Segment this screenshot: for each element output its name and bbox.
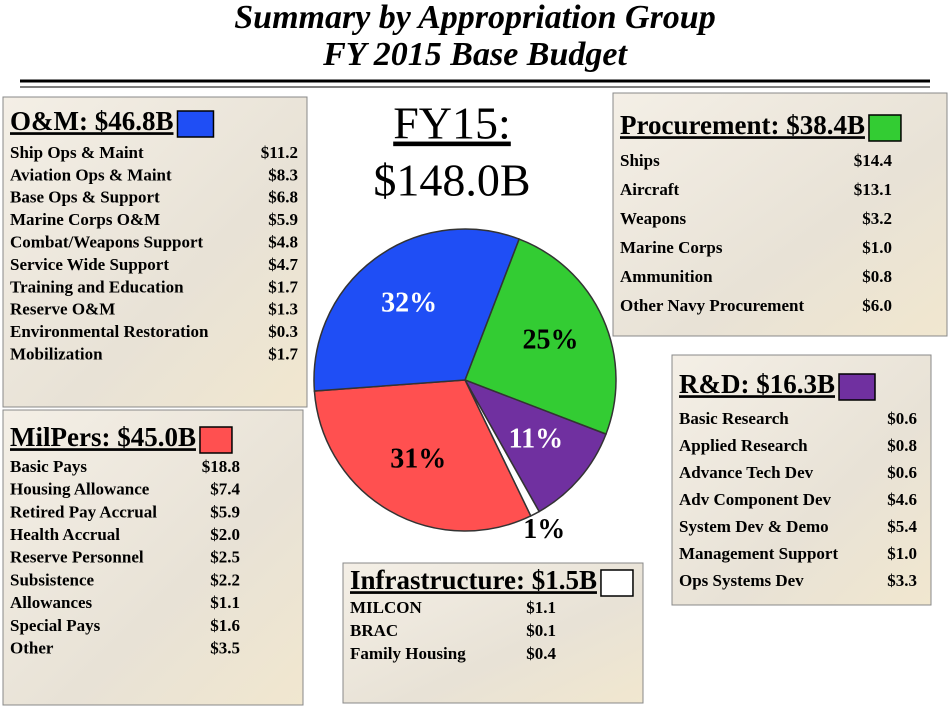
row-label: Basic Research: [679, 409, 789, 428]
swatch: [868, 114, 902, 142]
row-value: $4.6: [887, 490, 917, 509]
row-label: Reserve O&M: [10, 300, 115, 319]
row-value: $2.0: [210, 525, 240, 544]
row-label: Basic Pays: [10, 457, 87, 476]
row-label: Other: [10, 639, 54, 658]
slide-subtitle: FY 2015 Base Budget: [322, 36, 628, 73]
row-value: $1.0: [862, 238, 892, 257]
row-label: Ops Systems Dev: [679, 571, 804, 590]
panel: [342, 562, 644, 704]
swatch: [176, 110, 215, 138]
row-value: $18.8: [202, 457, 240, 476]
panel-title: Infrastructure: $1.5B: [350, 565, 597, 595]
swatch: [838, 373, 876, 401]
row-label: Reserve Personnel: [10, 548, 144, 567]
row-value: $7.4: [210, 480, 240, 499]
chart-title: FY15:: [393, 98, 511, 149]
pie-slice: [464, 238, 617, 436]
row-value: $1.1: [210, 593, 240, 612]
row-value: $4.7: [268, 255, 298, 274]
row-value: $1.6: [210, 616, 240, 635]
row-value: $0.8: [887, 436, 917, 455]
row-value: $0.3: [268, 322, 298, 341]
pie-slice: [313, 379, 532, 532]
swatch: [199, 426, 233, 454]
row-value: $2.5: [210, 548, 240, 567]
row-value: $1.1: [526, 598, 556, 617]
slice-label: 1%: [523, 514, 565, 545]
row-value: $2.2: [210, 570, 240, 589]
row-label: Health Accrual: [10, 525, 120, 544]
row-value: $14.4: [854, 151, 893, 170]
row-label: Marine Corps O&M: [10, 210, 160, 229]
panel-title: R&D: $16.3B: [679, 369, 835, 399]
row-label: Applied Research: [679, 436, 808, 455]
row-label: Marine Corps: [620, 238, 723, 257]
row-label: Mobilization: [10, 345, 103, 364]
row-value: $0.8: [862, 267, 892, 286]
slice-label: 31%: [390, 443, 446, 474]
row-value: $0.6: [887, 409, 917, 428]
row-value: $4.8: [268, 233, 298, 252]
row-value: $0.1: [526, 621, 556, 640]
pie-slice: [463, 378, 607, 513]
row-value: $5.9: [210, 502, 240, 521]
row-label: Retired Pay Accrual: [10, 502, 157, 521]
row-value: $0.4: [526, 644, 556, 663]
panel-title: O&M: $46.8B: [10, 106, 173, 136]
row-label: Subsistence: [10, 570, 95, 589]
row-label: Ship Ops & Maint: [10, 143, 144, 162]
slice-label: 32%: [381, 287, 437, 318]
panel: [2, 96, 308, 408]
row-label: Aviation Ops & Maint: [10, 165, 172, 184]
row-value: $1.3: [268, 300, 298, 319]
row-label: Training and Education: [10, 277, 184, 296]
slide-title: Summary by Appropriation Group: [234, 0, 715, 36]
panel: [2, 409, 304, 706]
chart-subtitle: $148.0B: [373, 155, 530, 206]
row-label: Advance Tech Dev: [679, 463, 814, 482]
row-value: $0.6: [887, 463, 917, 482]
row-value: $5.4: [887, 517, 917, 536]
row-label: Other Navy Procurement: [620, 296, 804, 315]
row-value: $1.7: [268, 345, 298, 364]
panel: [671, 354, 932, 606]
row-value: $6.0: [862, 296, 892, 315]
row-label: Adv Component Dev: [679, 490, 832, 509]
row-label: Allowances: [10, 593, 93, 612]
row-value: $8.3: [268, 165, 298, 184]
row-label: Housing Allowance: [10, 480, 150, 499]
row-value: $13.1: [854, 180, 892, 199]
row-value: $3.5: [210, 639, 240, 658]
panel-title: Procurement: $38.4B: [620, 110, 865, 140]
row-label: Combat/Weapons Support: [10, 233, 204, 252]
row-label: Environmental Restoration: [10, 322, 209, 341]
row-value: $3.2: [862, 209, 892, 228]
panel-title: MilPers: $45.0B: [10, 422, 196, 452]
pie-slice: [313, 228, 521, 392]
row-label: BRAC: [350, 621, 398, 640]
row-label: Special Pays: [10, 616, 101, 635]
swatch: [600, 569, 634, 597]
row-label: Ships: [620, 151, 660, 170]
row-label: Aircraft: [620, 180, 679, 199]
row-value: $3.3: [887, 571, 917, 590]
row-value: $6.8: [268, 188, 298, 207]
row-label: Family Housing: [350, 644, 466, 663]
slice-label: 11%: [509, 424, 563, 455]
row-value: $1.0: [887, 544, 917, 563]
row-label: Service Wide Support: [10, 255, 169, 274]
row-label: Ammunition: [620, 267, 713, 286]
row-label: Weapons: [620, 209, 687, 228]
row-label: Base Ops & Support: [10, 188, 160, 207]
row-value: $5.9: [268, 210, 298, 229]
row-label: Management Support: [679, 544, 838, 563]
row-value: $11.2: [261, 143, 298, 162]
row-value: $1.7: [268, 277, 298, 296]
row-label: System Dev & Demo: [679, 517, 829, 536]
slice-label: 25%: [523, 324, 579, 355]
row-label: MILCON: [350, 598, 423, 617]
